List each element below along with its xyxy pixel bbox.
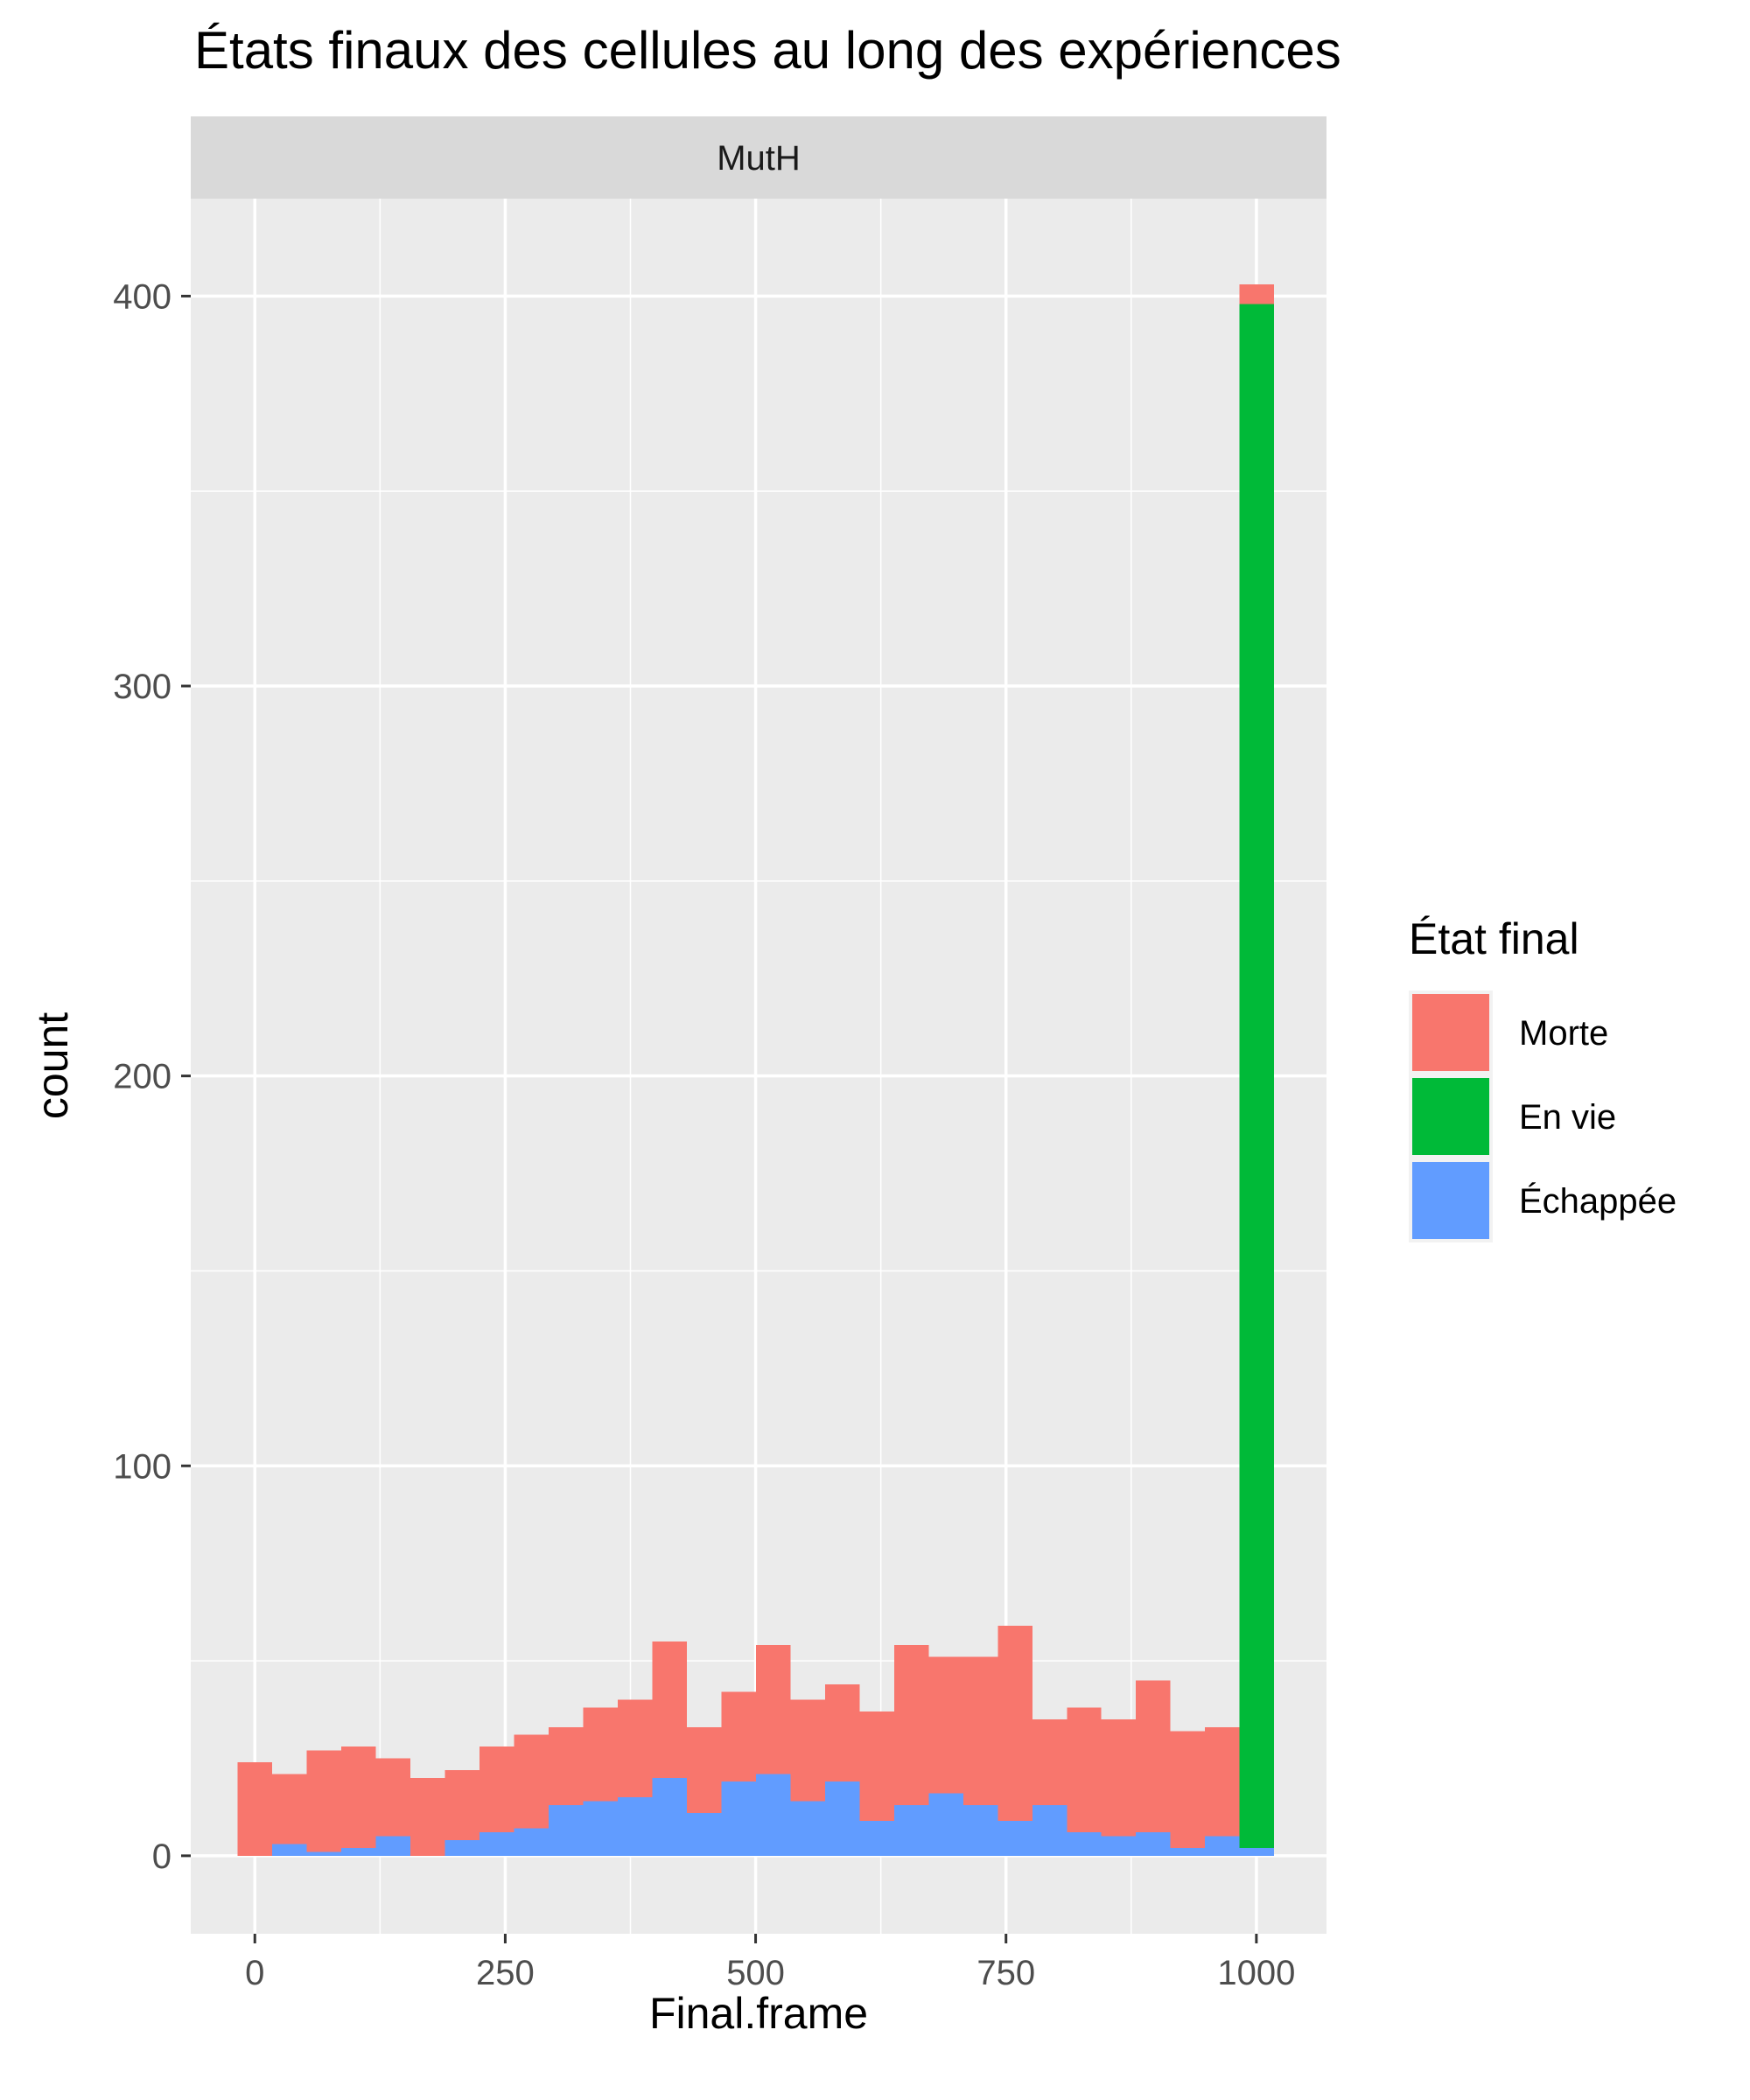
bar-segment [1239, 1847, 1275, 1856]
bar-segment [514, 1828, 549, 1856]
bar-segment [375, 1836, 410, 1856]
bar-segment [1032, 1804, 1068, 1856]
legend-key [1412, 994, 1489, 1071]
y-tick-label: 400 [113, 277, 172, 316]
bar-segment [824, 1684, 860, 1782]
bar-segment [444, 1769, 480, 1841]
bar-segment [928, 1793, 963, 1856]
y-axis-title: count [28, 1012, 77, 1119]
x-tick-label: 750 [976, 1954, 1035, 1992]
bar-segment [652, 1641, 687, 1778]
histogram-bars [237, 284, 1275, 1856]
bar-segment [548, 1804, 584, 1856]
x-tick-label: 1000 [1217, 1954, 1295, 1992]
bar-segment [1136, 1680, 1171, 1833]
legend-items: Morte En vie Échappée [1409, 990, 1676, 1242]
bar-segment [617, 1699, 653, 1798]
y-tick-label: 0 [152, 1838, 172, 1876]
bar-segment [686, 1726, 722, 1813]
bar-segment [755, 1774, 791, 1856]
bar-segment [1032, 1718, 1068, 1805]
bar-segment [479, 1832, 514, 1856]
x-tick-label: 500 [726, 1954, 785, 1992]
bar-segment [790, 1699, 825, 1802]
legend-title: État final [1409, 914, 1579, 963]
bar-segment [1170, 1847, 1206, 1856]
legend-label: En vie [1519, 1098, 1616, 1137]
bar-segment [998, 1820, 1032, 1856]
x-axis: 0 250 500 750 1000 [245, 1934, 1295, 1992]
bar-segment [272, 1844, 307, 1856]
chart-title: États finaux des cellules au long des ex… [194, 21, 1341, 80]
bar-segment [1239, 284, 1275, 304]
bar-segment [859, 1711, 894, 1821]
bar-segment [962, 1804, 998, 1856]
bar-segment [340, 1847, 376, 1856]
bar-segment [652, 1777, 687, 1856]
bar-segment [721, 1691, 756, 1782]
bar-segment [375, 1758, 410, 1837]
bar-segment [790, 1801, 825, 1856]
y-tick-label: 200 [113, 1058, 172, 1096]
x-tick-label: 250 [476, 1954, 535, 1992]
bar-segment [859, 1820, 894, 1856]
bar-segment [1067, 1832, 1102, 1856]
bar-segment [617, 1797, 653, 1856]
y-tick-label: 300 [113, 668, 172, 706]
bar-segment [893, 1804, 929, 1856]
bar-segment [1205, 1726, 1240, 1837]
bar-segment [237, 1761, 273, 1856]
bar-segment [272, 1774, 307, 1844]
y-tick-label: 100 [113, 1447, 172, 1486]
bar-segment [893, 1645, 929, 1805]
bar-segment [1136, 1832, 1171, 1856]
legend-label: Morte [1519, 1014, 1608, 1053]
bar-segment [928, 1656, 963, 1794]
bar-segment [306, 1852, 341, 1856]
facet-strip [191, 116, 1326, 199]
bar-segment [340, 1746, 376, 1848]
bar-segment [998, 1625, 1032, 1821]
bar-segment [514, 1734, 549, 1829]
bar-segment [479, 1746, 514, 1833]
x-axis-title: Final.frame [649, 1989, 868, 2038]
bar-segment [1067, 1707, 1102, 1833]
bar-segment [1101, 1836, 1137, 1856]
legend-key [1412, 1078, 1489, 1155]
bar-segment [444, 1840, 480, 1856]
bar-segment [721, 1782, 756, 1856]
bar-segment [410, 1777, 445, 1856]
bar-segment [306, 1750, 341, 1852]
bar-segment [962, 1656, 998, 1805]
facet-strip-label: MutH [717, 139, 801, 178]
bar-segment [686, 1812, 722, 1856]
bar-segment [824, 1782, 860, 1856]
legend-key [1412, 1162, 1489, 1239]
x-tick-label: 0 [245, 1954, 264, 1992]
bar-segment [755, 1645, 791, 1774]
bar-segment [1101, 1718, 1137, 1837]
bar-segment [583, 1707, 618, 1802]
bar-segment [1205, 1836, 1240, 1856]
bar-segment [548, 1726, 584, 1805]
bar-segment [1170, 1731, 1206, 1848]
legend: État final Morte En vie Échappée [1409, 914, 1676, 1242]
legend-label: Échappée [1519, 1181, 1676, 1221]
bar-segment [1239, 304, 1275, 1848]
bar-segment [583, 1801, 618, 1856]
y-axis: 0 100 200 300 400 [113, 277, 191, 1876]
